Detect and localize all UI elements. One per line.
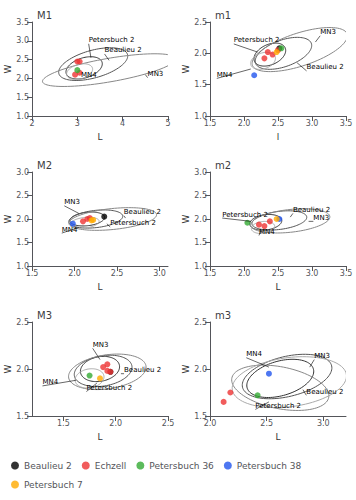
svg-text:Petersbuch 36: Petersbuch 36	[149, 461, 214, 471]
svg-text:3.0: 3.0	[317, 419, 330, 428]
svg-text:2.5: 2.5	[194, 191, 207, 200]
svg-text:W: W	[181, 364, 191, 373]
svg-text:MN4: MN4	[259, 228, 275, 236]
svg-text:Petersbuch 2: Petersbuch 2	[255, 402, 301, 410]
svg-text:Petersbuch 2: Petersbuch 2	[110, 219, 156, 227]
svg-text:1.5: 1.5	[57, 419, 70, 428]
svg-text:2.5: 2.5	[16, 55, 29, 64]
svg-text:MN4: MN4	[246, 350, 262, 358]
svg-text:Petersbuch 38: Petersbuch 38	[237, 461, 302, 471]
svg-text:Beaulieu 2: Beaulieu 2	[24, 461, 72, 471]
svg-text:MN3: MN3	[148, 70, 164, 78]
svg-text:m1: m1	[215, 10, 231, 21]
svg-text:2.0: 2.0	[68, 269, 81, 278]
svg-text:1.5: 1.5	[16, 93, 29, 102]
svg-text:3.0: 3.0	[306, 119, 319, 128]
svg-text:Petersbuch 2: Petersbuch 2	[89, 36, 135, 44]
svg-text:Petersbuch 2: Petersbuch 2	[86, 384, 132, 392]
svg-text:3.0: 3.0	[306, 269, 319, 278]
svg-text:3.0: 3.0	[16, 36, 29, 45]
svg-text:L: L	[97, 132, 102, 142]
svg-text:2.0: 2.0	[194, 49, 207, 58]
svg-text:1.0: 1.0	[194, 111, 207, 121]
svg-text:1.5: 1.5	[204, 269, 217, 278]
svg-text:2.5: 2.5	[16, 191, 29, 200]
svg-text:2.0: 2.0	[109, 419, 122, 428]
svg-text:2: 2	[29, 119, 34, 128]
svg-text:3: 3	[75, 119, 80, 128]
svg-text:Beaulieu 2: Beaulieu 2	[293, 206, 330, 214]
svg-text:m3: m3	[215, 310, 231, 321]
svg-text:2.5: 2.5	[272, 119, 285, 128]
svg-text:3.5: 3.5	[340, 119, 353, 128]
svg-text:W: W	[181, 64, 191, 73]
svg-text:Petersbuch 7: Petersbuch 7	[24, 480, 83, 490]
svg-text:1.5: 1.5	[16, 412, 29, 421]
svg-text:MN4: MN4	[81, 71, 97, 79]
svg-text:MN4: MN4	[42, 378, 58, 386]
svg-text:L: L	[275, 282, 280, 292]
svg-text:W: W	[3, 64, 13, 73]
svg-text:W: W	[3, 214, 13, 223]
svg-text:MN3: MN3	[313, 214, 329, 222]
svg-text:3.0: 3.0	[16, 168, 29, 177]
svg-text:2.5: 2.5	[194, 318, 207, 327]
svg-text:5: 5	[165, 119, 170, 128]
svg-text:2.5: 2.5	[162, 419, 175, 428]
svg-text:3.5: 3.5	[16, 18, 29, 27]
svg-text:3.0: 3.0	[194, 168, 207, 177]
svg-text:2.0: 2.0	[16, 215, 29, 224]
svg-text:W: W	[181, 214, 191, 223]
svg-text:1.5: 1.5	[16, 238, 29, 247]
svg-text:1.0: 1.0	[16, 112, 29, 121]
svg-text:2.0: 2.0	[238, 269, 251, 278]
svg-text:L: L	[97, 282, 102, 292]
svg-text:2.0: 2.0	[194, 365, 207, 374]
svg-text:3.5: 3.5	[340, 269, 353, 278]
svg-text:Beaulieu 2: Beaulieu 2	[306, 388, 343, 396]
svg-text:MN4: MN4	[62, 226, 78, 234]
svg-text:L: L	[275, 432, 280, 442]
svg-text:l: l	[277, 132, 280, 142]
svg-text:2.5: 2.5	[272, 269, 285, 278]
svg-text:1.5: 1.5	[204, 119, 217, 128]
svg-text:M3: M3	[37, 310, 52, 321]
svg-text:1.0: 1.0	[194, 261, 207, 271]
svg-text:Petersbuch 2: Petersbuch 2	[222, 211, 268, 219]
svg-text:W: W	[3, 364, 13, 373]
svg-text:3.0: 3.0	[153, 269, 166, 278]
svg-text:4: 4	[120, 119, 125, 128]
svg-text:2.5: 2.5	[260, 419, 273, 428]
svg-text:2.5: 2.5	[111, 269, 124, 278]
svg-text:2.5: 2.5	[194, 18, 207, 27]
svg-text:1.5: 1.5	[194, 238, 207, 247]
svg-text:M1: M1	[37, 10, 52, 21]
svg-text:Beaulieu 2: Beaulieu 2	[105, 46, 142, 54]
svg-text:MN3: MN3	[320, 28, 336, 36]
svg-text:1.0: 1.0	[16, 261, 29, 271]
svg-text:2.0: 2.0	[204, 419, 217, 428]
svg-text:M2: M2	[37, 160, 52, 171]
svg-text:Beaulieu 2: Beaulieu 2	[124, 208, 161, 216]
svg-text:2.0: 2.0	[16, 365, 29, 374]
svg-text:L: L	[97, 432, 102, 442]
svg-text:Petersbuch 2: Petersbuch 2	[234, 36, 280, 44]
svg-text:2.0: 2.0	[238, 119, 251, 128]
svg-text:2.0: 2.0	[194, 215, 207, 224]
svg-text:Beaulieu 2: Beaulieu 2	[124, 366, 161, 374]
svg-text:Beaulieu 2: Beaulieu 2	[307, 63, 344, 71]
svg-text:MN3: MN3	[64, 198, 80, 206]
svg-text:2.5: 2.5	[16, 318, 29, 327]
svg-text:1.5: 1.5	[194, 411, 207, 421]
svg-text:MN3: MN3	[93, 341, 109, 349]
svg-text:MN3: MN3	[314, 352, 330, 360]
svg-text:MN4: MN4	[217, 71, 233, 79]
svg-text:2.0: 2.0	[16, 74, 29, 83]
svg-text:1.5: 1.5	[26, 269, 39, 278]
svg-text:1.5: 1.5	[194, 80, 207, 89]
svg-text:m2: m2	[215, 160, 231, 171]
svg-text:Echzell: Echzell	[95, 461, 127, 471]
